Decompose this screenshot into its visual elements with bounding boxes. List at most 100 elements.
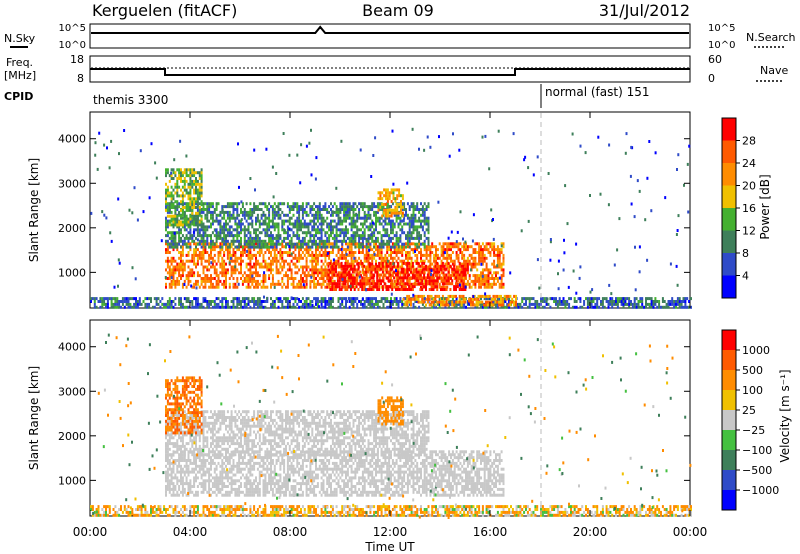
data-cell: [373, 210, 376, 214]
data-cell: [240, 302, 242, 306]
data-cell: [390, 214, 393, 218]
data-cell: [294, 262, 297, 266]
data-cell: [443, 267, 446, 271]
data-cell: [178, 236, 181, 240]
data-cell: [264, 213, 267, 217]
data-cell: [129, 302, 132, 306]
data-cell: [445, 279, 448, 283]
data-cell: [360, 245, 362, 249]
data-cell: [328, 285, 331, 289]
data-cell: [502, 262, 505, 266]
data-cell: [350, 256, 353, 260]
data-cell: [301, 225, 304, 229]
data-cell: [414, 305, 417, 309]
data-cell: [613, 302, 616, 306]
data-cell: [410, 205, 413, 209]
data-cell: [521, 300, 524, 303]
data-cell: [181, 262, 184, 266]
data-cell: [225, 242, 227, 246]
data-cell: [596, 297, 599, 301]
data-cell: [204, 202, 207, 206]
data-cell: [570, 297, 572, 301]
data-cell: [354, 234, 357, 238]
data-cell: [406, 282, 409, 286]
data-cell: [635, 297, 638, 301]
data-cell: [671, 297, 674, 301]
data-cell: [443, 273, 446, 277]
data-cell: [341, 285, 344, 289]
data-cell: [236, 297, 239, 301]
data-cell: [245, 305, 248, 309]
data-cell: [166, 171, 169, 175]
data-cell: [345, 234, 347, 238]
data-cell: [170, 234, 173, 238]
data-cell: [223, 279, 226, 283]
data-cell: [324, 231, 327, 235]
data-cell: [178, 279, 181, 283]
data-cell: [255, 282, 257, 286]
data-cell: [243, 242, 246, 246]
data-cell: [234, 285, 237, 289]
data-cell: [487, 242, 490, 246]
data-cell: [253, 205, 256, 209]
data-cell: [335, 270, 337, 274]
data-cell: [283, 259, 286, 263]
data-cell: [463, 259, 466, 263]
data-cell: [340, 288, 343, 291]
data-cell: [187, 220, 190, 224]
data-cell: [357, 264, 360, 268]
data-cell: [429, 259, 432, 263]
data-cell: [399, 236, 402, 240]
data-cell: [343, 234, 346, 238]
data-cell: [396, 279, 399, 283]
data-cell: [415, 267, 418, 271]
data-cell: [219, 245, 222, 249]
data-cell: [361, 264, 364, 268]
data-cell: [406, 253, 409, 257]
data-cell: [433, 265, 436, 269]
data-cell: [228, 248, 231, 252]
data-cell: [95, 305, 98, 309]
data-cell: [266, 216, 269, 220]
data-cell: [191, 285, 194, 289]
data-cell: [170, 262, 173, 266]
data-cell: [270, 268, 272, 272]
data-cell: [386, 242, 389, 246]
data-cell: [255, 262, 257, 266]
data-cell: [438, 264, 441, 268]
data-cell: [292, 213, 295, 217]
data-cell: [434, 282, 437, 286]
data-cell: [405, 210, 407, 214]
data-cell: [399, 216, 402, 220]
data-cell: [206, 274, 209, 278]
data-cell: [549, 297, 552, 301]
data-cell: [313, 268, 316, 272]
data-cell: [421, 282, 424, 286]
data-cell: [447, 294, 450, 298]
data-cell: [551, 297, 554, 301]
data-cell: [391, 274, 394, 278]
data-cell: [375, 297, 377, 301]
data-cell: [178, 168, 181, 172]
data-cell: [360, 251, 362, 254]
data-cell: [418, 251, 421, 254]
data-cell: [417, 270, 420, 274]
data-cell: [337, 256, 340, 260]
data-cell: [268, 239, 271, 243]
data-cell: [320, 213, 323, 217]
data-cell: [172, 188, 175, 192]
data-cell: [373, 231, 376, 235]
data-cell: [481, 282, 484, 286]
data-cell: [294, 253, 297, 257]
data-cell: [371, 285, 374, 289]
data-cell: [331, 236, 334, 240]
data-cell: [290, 268, 293, 272]
data-cell: [270, 236, 272, 240]
data-cell: [480, 253, 482, 257]
data-cell: [414, 205, 417, 209]
data-cell: [271, 239, 274, 243]
data-cell: [377, 208, 380, 212]
data-cell: [328, 282, 331, 286]
data-cell: [382, 305, 385, 309]
data-cell: [262, 202, 265, 206]
